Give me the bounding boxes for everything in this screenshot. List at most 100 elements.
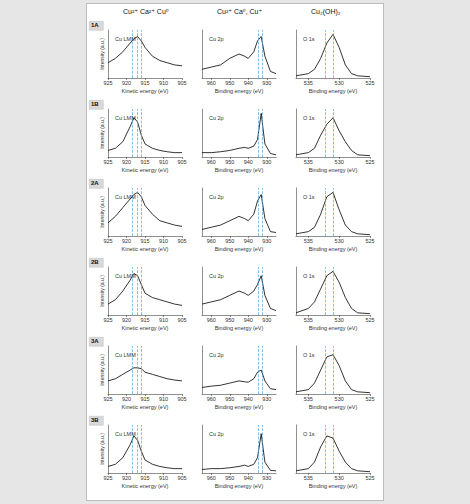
svg-text:960: 960 <box>207 80 216 86</box>
svg-text:960: 960 <box>207 238 216 244</box>
svg-text:905: 905 <box>177 159 186 165</box>
svg-text:960: 960 <box>207 396 216 402</box>
svg-text:950: 950 <box>225 159 234 165</box>
svg-text:O 1s: O 1s <box>303 273 315 279</box>
svg-text:525: 525 <box>365 159 374 165</box>
svg-text:530: 530 <box>335 475 344 481</box>
svg-text:Kinetic energy (eV): Kinetic energy (eV) <box>122 325 169 331</box>
svg-text:910: 910 <box>159 159 168 165</box>
svg-text:910: 910 <box>159 80 168 86</box>
svg-text:Kinetic energy (eV): Kinetic energy (eV) <box>122 483 169 489</box>
svg-text:920: 920 <box>122 475 131 481</box>
svg-text:Cu 2p: Cu 2p <box>209 273 224 279</box>
svg-text:O 1s: O 1s <box>303 36 315 42</box>
svg-text:Intensity (a.u.): Intensity (a.u.) <box>99 433 105 465</box>
svg-text:Cu LMM: Cu LMM <box>115 431 136 437</box>
svg-text:525: 525 <box>365 396 374 402</box>
svg-text:Cu₂(OH)₂: Cu₂(OH)₂ <box>311 8 341 16</box>
svg-text:525: 525 <box>365 238 374 244</box>
svg-text:535: 535 <box>304 475 313 481</box>
svg-text:530: 530 <box>335 396 344 402</box>
svg-text:Binding energy (eV): Binding energy (eV) <box>215 483 264 489</box>
svg-text:535: 535 <box>304 80 313 86</box>
svg-text:1B: 1B <box>91 101 99 107</box>
svg-text:940: 940 <box>244 317 253 323</box>
svg-text:Cu LMM: Cu LMM <box>115 194 136 200</box>
svg-text:Kinetic energy (eV): Kinetic energy (eV) <box>122 88 169 94</box>
svg-text:940: 940 <box>244 238 253 244</box>
svg-text:Binding energy (eV): Binding energy (eV) <box>215 167 264 173</box>
svg-text:930: 930 <box>262 159 271 165</box>
svg-text:930: 930 <box>262 475 271 481</box>
svg-text:525: 525 <box>365 317 374 323</box>
svg-text:905: 905 <box>177 80 186 86</box>
svg-text:Kinetic energy (eV): Kinetic energy (eV) <box>122 167 169 173</box>
svg-text:Intensity (a.u.): Intensity (a.u.) <box>99 354 105 386</box>
svg-text:Kinetic energy (eV): Kinetic energy (eV) <box>122 246 169 252</box>
svg-text:940: 940 <box>244 159 253 165</box>
svg-text:925: 925 <box>103 80 112 86</box>
svg-text:940: 940 <box>244 396 253 402</box>
svg-text:Cu 2p: Cu 2p <box>209 194 224 200</box>
svg-text:920: 920 <box>122 159 131 165</box>
svg-text:530: 530 <box>335 238 344 244</box>
svg-text:Binding energy (eV): Binding energy (eV) <box>309 246 358 252</box>
svg-text:Intensity (a.u.): Intensity (a.u.) <box>99 196 105 228</box>
svg-text:Kinetic energy (eV): Kinetic energy (eV) <box>122 404 169 410</box>
svg-text:960: 960 <box>207 159 216 165</box>
svg-text:Binding energy (eV): Binding energy (eV) <box>309 483 358 489</box>
svg-text:525: 525 <box>365 475 374 481</box>
svg-text:930: 930 <box>262 80 271 86</box>
svg-text:930: 930 <box>262 396 271 402</box>
svg-text:925: 925 <box>103 159 112 165</box>
svg-text:Cu 2p: Cu 2p <box>209 352 224 358</box>
svg-text:Cu LMM: Cu LMM <box>115 273 136 279</box>
svg-text:920: 920 <box>122 80 131 86</box>
svg-text:915: 915 <box>140 80 149 86</box>
svg-text:910: 910 <box>159 475 168 481</box>
svg-text:O 1s: O 1s <box>303 431 315 437</box>
svg-text:Binding energy (eV): Binding energy (eV) <box>309 325 358 331</box>
svg-text:O 1s: O 1s <box>303 115 315 121</box>
svg-text:925: 925 <box>103 475 112 481</box>
svg-text:940: 940 <box>244 475 253 481</box>
svg-text:905: 905 <box>177 238 186 244</box>
svg-text:920: 920 <box>122 317 131 323</box>
svg-text:525: 525 <box>365 80 374 86</box>
svg-text:930: 930 <box>262 238 271 244</box>
svg-text:Cu 2p: Cu 2p <box>209 431 224 437</box>
svg-text:535: 535 <box>304 317 313 323</box>
svg-text:Cu 2p: Cu 2p <box>209 36 224 42</box>
svg-text:Intensity (a.u.): Intensity (a.u.) <box>99 117 105 149</box>
svg-text:920: 920 <box>122 396 131 402</box>
svg-text:910: 910 <box>159 238 168 244</box>
svg-text:530: 530 <box>335 159 344 165</box>
svg-text:Intensity (a.u.): Intensity (a.u.) <box>99 275 105 307</box>
svg-text:Binding energy (eV): Binding energy (eV) <box>309 167 358 173</box>
svg-text:905: 905 <box>177 396 186 402</box>
svg-text:O 1s: O 1s <box>303 194 315 200</box>
svg-text:535: 535 <box>304 396 313 402</box>
svg-text:Intensity (a.u.): Intensity (a.u.) <box>99 38 105 70</box>
svg-text:Binding energy (eV): Binding energy (eV) <box>309 88 358 94</box>
svg-text:2A: 2A <box>91 180 99 186</box>
svg-text:915: 915 <box>140 159 149 165</box>
svg-text:2B: 2B <box>91 259 99 265</box>
svg-text:910: 910 <box>159 317 168 323</box>
svg-text:Cu LMM: Cu LMM <box>115 352 136 358</box>
svg-text:Cu²⁺ Ca²⁺ Cu⁰: Cu²⁺ Ca²⁺ Cu⁰ <box>123 8 169 15</box>
svg-text:535: 535 <box>304 159 313 165</box>
svg-text:960: 960 <box>207 475 216 481</box>
svg-text:1A: 1A <box>91 22 99 28</box>
svg-text:960: 960 <box>207 317 216 323</box>
svg-text:920: 920 <box>122 238 131 244</box>
svg-text:925: 925 <box>103 238 112 244</box>
svg-text:950: 950 <box>225 80 234 86</box>
svg-text:950: 950 <box>225 475 234 481</box>
svg-text:915: 915 <box>140 238 149 244</box>
svg-text:Cu LMM: Cu LMM <box>115 115 136 121</box>
svg-text:905: 905 <box>177 317 186 323</box>
svg-text:Binding energy (eV): Binding energy (eV) <box>215 88 264 94</box>
svg-text:950: 950 <box>225 396 234 402</box>
svg-text:530: 530 <box>335 317 344 323</box>
